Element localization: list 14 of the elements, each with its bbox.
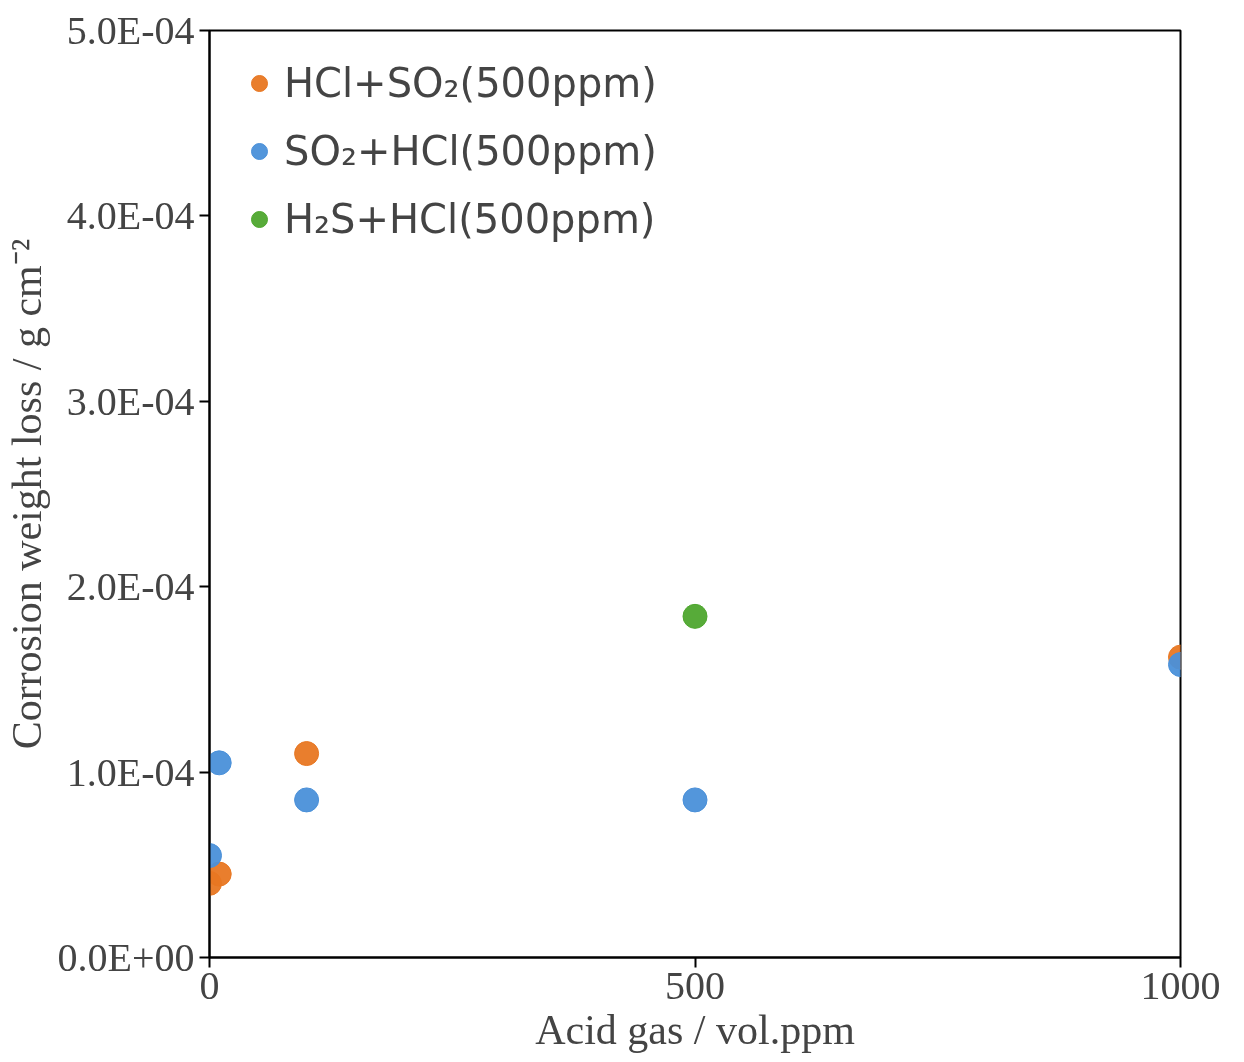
legend-label: SO₂+HCl(500ppm) (284, 128, 657, 174)
y-tick-label: 5.0E-04 (66, 8, 195, 53)
y-tick-label: 1.0E-04 (66, 749, 195, 795)
y-tick-label: 3.0E-04 (66, 378, 195, 424)
x-axis-title: Acid gas / vol.ppm (535, 1006, 856, 1053)
y-tick-label: 4.0E-04 (66, 193, 195, 239)
x-tick-label: 1000 (1140, 962, 1221, 1008)
x-tick-label: 500 (665, 962, 725, 1008)
x-tick-label: 0 (199, 962, 220, 1008)
y-axis-title: Corrosion weight loss / g cm⁻² (3, 238, 50, 750)
legend-label: H₂S+HCl(500ppm) (284, 196, 656, 242)
y-tick-label: 0.0E+00 (57, 935, 195, 980)
y-tick-label: 2.0E-04 (66, 564, 195, 610)
legend-label: HCl+SO₂(500ppm) (284, 60, 657, 106)
